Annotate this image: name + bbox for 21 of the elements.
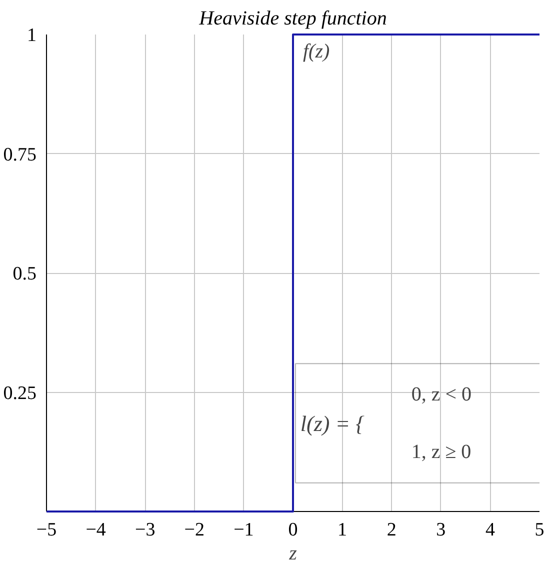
y-axis-title: f(z) <box>303 40 330 62</box>
x-tick-label: −2 <box>184 520 205 540</box>
x-axis-title: z <box>288 542 298 564</box>
annotation: l(z) = { <box>300 410 365 436</box>
x-tick-label: −3 <box>134 520 156 540</box>
x-tick-label: 5 <box>534 520 544 540</box>
x-tick-label: 2 <box>386 520 396 540</box>
x-tick-label: 0 <box>288 520 298 540</box>
y-tick-label: 1 <box>27 25 36 46</box>
x-tick-label: 4 <box>485 520 496 540</box>
x-tick-label: 3 <box>436 520 446 540</box>
annotation: 1, z ≥ 0 <box>411 440 472 463</box>
x-tick-label: −5 <box>36 520 57 540</box>
annotation: 0, z < 0 <box>411 384 472 406</box>
x-tick-label: 1 <box>338 520 348 540</box>
chart-title: Heaviside step function <box>198 8 387 30</box>
y-tick-label: 0.25 <box>3 382 36 404</box>
x-tick-label: −1 <box>234 520 254 540</box>
y-tick-label: 0.75 <box>3 144 36 166</box>
y-tick-label: 0.5 <box>12 264 36 284</box>
x-tick-label: −4 <box>86 520 106 540</box>
